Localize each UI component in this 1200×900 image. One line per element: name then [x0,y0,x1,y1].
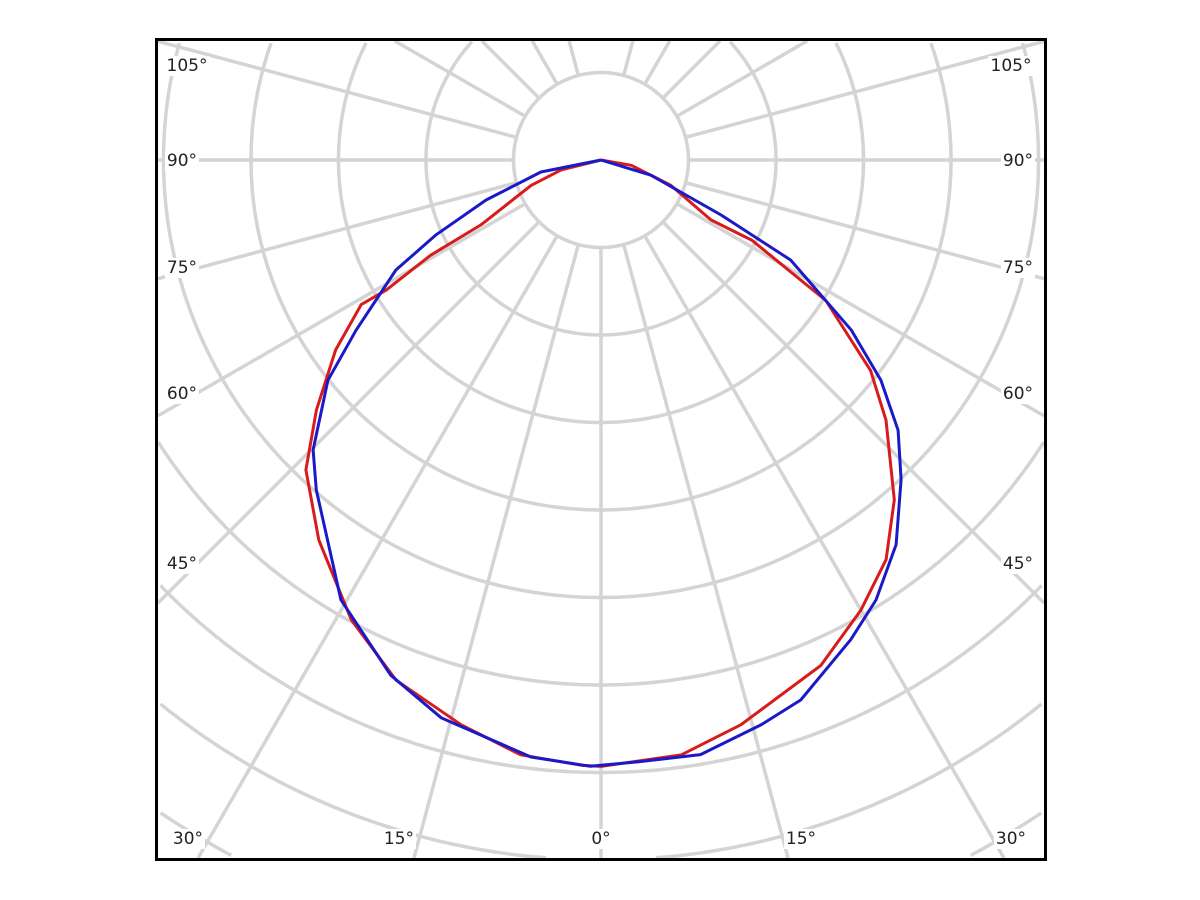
polar-chart [158,41,1044,858]
tick-left-45: 45° [164,554,200,574]
tick-bottom-0: 0° [589,829,613,849]
tick-right-105: 105° [988,56,1034,76]
polar-chart-frame: 105° 90° 75° 60° 45° 105° 90° 75° 60° 45… [155,38,1047,861]
curves [304,158,903,768]
grid-spoke [158,202,527,418]
grid-spoke [196,234,559,858]
grid-spoke [567,41,581,76]
tick-left-75: 75° [164,258,200,278]
tick-bottom-15-left: 15° [381,829,417,849]
grid-spoke [661,220,1044,605]
grid-spoke [675,41,808,118]
grid-spoke [480,41,541,100]
grid-spoke [621,244,790,858]
tick-left-60: 60° [164,384,200,404]
grid-spoke [394,41,527,118]
grid-spoke [412,244,581,858]
grid-spoke [685,180,1044,281]
grid-ring [159,702,1043,858]
grid-spoke [643,234,1006,858]
grid-spoke [158,220,541,605]
grid-spoke [530,41,559,86]
grid-ring [161,42,1041,600]
grid [158,41,1044,858]
tick-right-75: 75° [1000,258,1036,278]
grid-ring [249,42,953,512]
grid-spoke [685,41,1044,140]
tick-left-90: 90° [164,151,200,171]
series-2-curve [311,158,903,768]
tick-bottom-30-right: 30° [993,829,1029,849]
grid-spoke [643,41,672,86]
grid-spoke [158,41,517,140]
grid-spoke [158,180,517,281]
tick-left-105: 105° [164,56,210,76]
grid-spoke [661,41,722,100]
grid-ring [159,584,1043,775]
grid-spoke [675,202,1044,418]
grid-spoke [621,41,635,76]
tick-bottom-30-left: 30° [170,829,206,849]
tick-bottom-15-right: 15° [783,829,819,849]
tick-right-60: 60° [1000,384,1036,404]
tick-right-90: 90° [1000,151,1036,171]
tick-right-45: 45° [1000,554,1036,574]
